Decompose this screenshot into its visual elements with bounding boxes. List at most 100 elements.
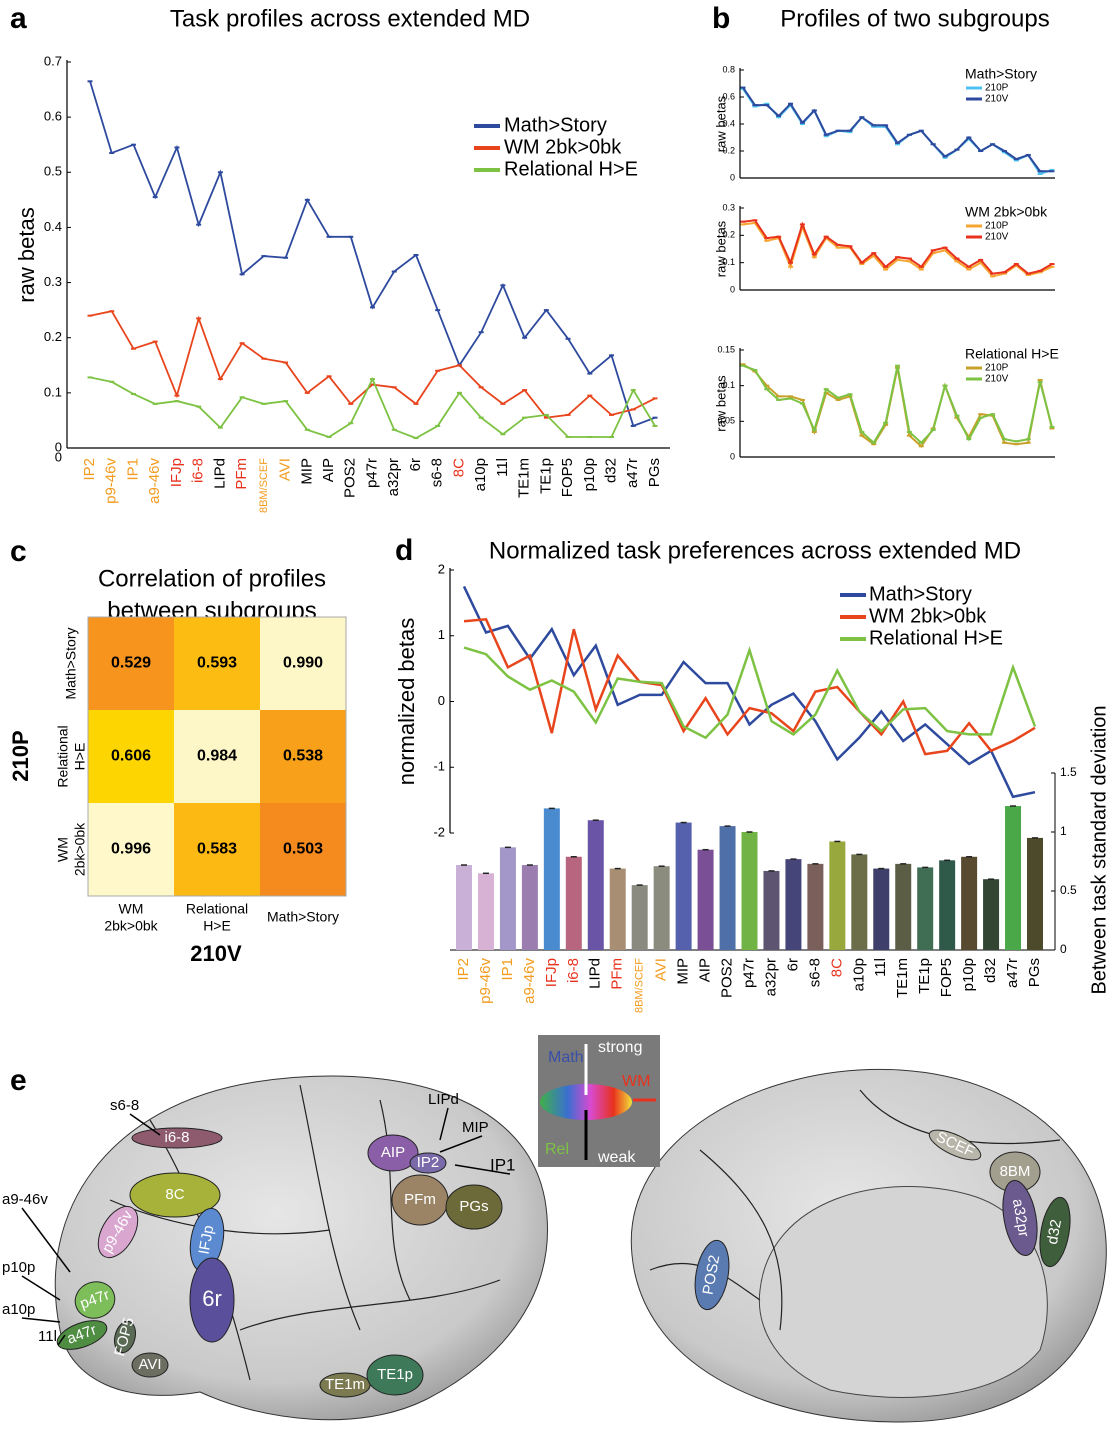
legend-label: Relational H>E: [504, 158, 638, 180]
series-line: [463, 617, 1036, 756]
x-tick-label: 11l: [872, 958, 889, 977]
x-tick-label: 6r: [784, 958, 801, 971]
region-patch: [189, 1257, 235, 1343]
y-tick-label: 0.1: [722, 257, 735, 267]
row-label: Relational: [55, 725, 71, 787]
row-label: WM: [55, 837, 71, 862]
bar: [785, 859, 802, 950]
region-label: POS2: [700, 1254, 724, 1296]
bar: [873, 868, 890, 950]
x-tick-label: IFJp: [543, 958, 560, 987]
x-tick-label: IP2: [455, 958, 472, 981]
row-label: H>E: [72, 743, 88, 771]
legend-title: Math>Story: [965, 66, 1037, 82]
bar: [675, 822, 692, 950]
bar: [587, 820, 604, 950]
callout-label: a10p: [2, 1301, 35, 1318]
chart-title: Normalized task preferences across exten…: [489, 537, 1021, 564]
region-patch: [56, 1320, 108, 1350]
y2-tick-label: 0.5: [1060, 883, 1077, 897]
cell-label: 0.583: [197, 841, 237, 858]
bar: [477, 873, 494, 950]
sulcus: [239, 1279, 501, 1331]
region-patch: [367, 1134, 419, 1172]
x-tick-label: MIP: [298, 458, 315, 485]
y2-axis-label: Between task standard deviation: [1088, 705, 1110, 994]
callout-label: IP1: [490, 1155, 516, 1174]
region-patch: [129, 1172, 221, 1218]
x-tick-label: p47r: [363, 458, 380, 488]
medial-wall: [758, 1186, 1048, 1398]
x-tick-label: LIPd: [211, 458, 228, 489]
x-tick-label: PGs: [646, 458, 663, 487]
y-tick-label: 2: [438, 561, 445, 576]
region-label: 6r: [202, 1286, 222, 1311]
callout-line: [439, 1107, 449, 1141]
x-origin-label: 0: [55, 449, 62, 464]
region-patch: [131, 1352, 169, 1378]
region-label: i6-8: [164, 1129, 189, 1146]
y-axis-label: 210P: [8, 730, 33, 781]
y-tick-label: 0.6: [722, 91, 735, 101]
series-line: [462, 585, 1036, 799]
legend-label: 210V: [985, 232, 1009, 243]
x-tick-label: s6-8: [429, 458, 446, 487]
region-patch: [445, 1184, 503, 1230]
x-tick-label: POS2: [342, 458, 359, 498]
heatmap-cell: [174, 803, 260, 896]
x-tick-label: 8C: [828, 958, 845, 977]
heatmap-cell: [174, 710, 260, 803]
chart-title: Profiles of two subgroups: [780, 5, 1049, 32]
x-tick-label: a32pr: [385, 458, 402, 496]
y-tick-label: 0.1: [44, 384, 62, 399]
legend-title: WM 2bk>0bk: [965, 204, 1048, 220]
column-label: WM: [119, 901, 144, 917]
legend-label: 210P: [985, 83, 1009, 94]
row-label: 2bk>0bk: [72, 822, 88, 876]
region-label: TE1p: [377, 1366, 413, 1383]
bar: [741, 832, 758, 950]
y-tick-label: -2: [433, 824, 445, 839]
bar: [763, 870, 780, 950]
x-tick-label: p47r: [740, 958, 757, 988]
bar: [631, 885, 648, 950]
y-axis-label: raw betas: [713, 375, 728, 432]
callout-label: MIP: [462, 1119, 489, 1136]
region-label: a32pr: [1009, 1198, 1032, 1239]
cell-label: 0.996: [111, 841, 151, 858]
x-tick-label: TE1m: [516, 458, 533, 498]
x-tick-label: LIPd: [587, 958, 604, 989]
series-line: [89, 376, 656, 440]
y-tick-label: -1: [433, 759, 445, 774]
region-patch: [74, 1281, 116, 1319]
y2-tick-label: 0: [1060, 942, 1067, 956]
region-label: AIP: [381, 1144, 405, 1161]
bar: [543, 808, 560, 950]
sulcus: [699, 1149, 783, 1331]
bar: [895, 863, 912, 950]
y-axis-label: raw betas: [713, 220, 728, 277]
callout-line: [439, 1135, 483, 1153]
callout-label: p10p: [2, 1259, 35, 1276]
x-tick-label: p10p: [581, 458, 598, 491]
region-label: IP2: [417, 1154, 440, 1171]
callout-line: [21, 1275, 61, 1301]
y-tick-label: 0.3: [722, 202, 735, 212]
y-tick-label: 0.15: [717, 344, 735, 354]
legend-label: WM 2bk>0bk: [869, 605, 987, 627]
y-tick-label: 0.2: [44, 329, 62, 344]
bar: [917, 867, 934, 950]
chart-title: Correlation of profiles: [98, 565, 326, 592]
heatmap-cell: [88, 803, 174, 896]
region-label: IFJp: [196, 1224, 218, 1256]
bar: [983, 879, 1000, 950]
y-tick-label: 0.7: [44, 53, 62, 68]
y-tick-label: 0.05: [717, 416, 735, 426]
region-label: d32: [1044, 1218, 1065, 1246]
x-tick-label: 8BM/SCEF: [634, 958, 646, 1013]
region-patch: [131, 1127, 223, 1149]
heatmap-cell: [88, 710, 174, 803]
x-axis-label: 210V: [190, 941, 242, 966]
bar: [829, 841, 846, 950]
